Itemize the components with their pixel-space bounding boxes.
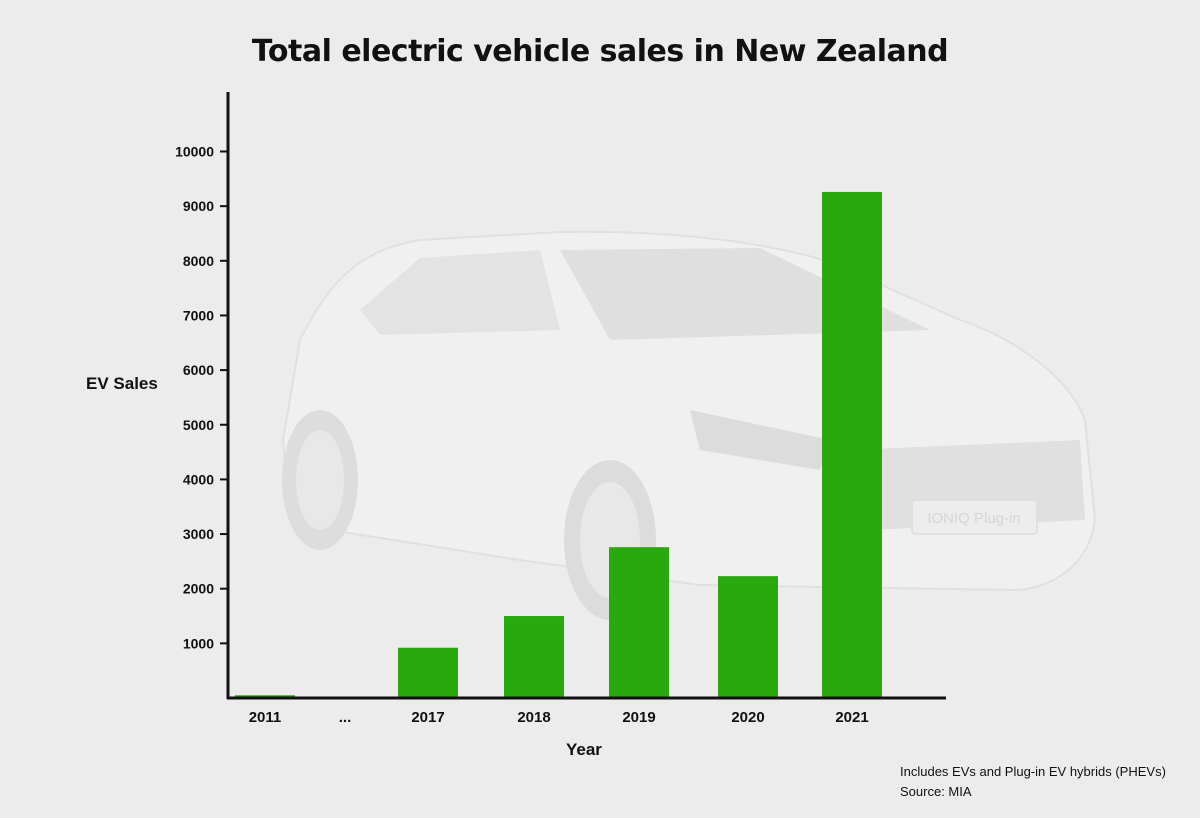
- y-ticks-group: 1000 2000 3000 4000 5000 6000 7000 8000 9000 1000…: [175, 144, 228, 651]
- bar-2019: [609, 547, 669, 698]
- bar-2017: [398, 647, 458, 698]
- car-plate-text: IONIQ Plug-in: [927, 510, 1020, 527]
- y-tick-label: 2000: [183, 581, 214, 597]
- y-tick-label: 7000: [183, 307, 214, 323]
- x-tick-label: ...: [339, 709, 352, 726]
- y-tick-label: 9000: [183, 198, 214, 214]
- x-axis-label: Year: [566, 740, 602, 759]
- chart-title: Total electric vehicle sales in New Zeal…: [251, 34, 949, 69]
- x-tick-label: 2018: [517, 709, 550, 726]
- y-tick-label: 1000: [183, 635, 214, 651]
- source-note: Source: MIA: [900, 784, 972, 799]
- footnote: Includes EVs and Plug-in EV hybrids (PHE…: [900, 764, 1166, 779]
- x-tick-label: 2017: [411, 709, 444, 726]
- x-tick-label: 2021: [835, 709, 868, 726]
- y-axis-label: EV Sales: [86, 374, 158, 393]
- bar-2020: [718, 576, 778, 698]
- x-tick-label: 2011: [249, 709, 282, 726]
- y-tick-label: 10000: [175, 144, 214, 160]
- y-tick-label: 4000: [183, 471, 214, 487]
- x-ticks-group: 2011... 2017 2018 2019 2020 2021: [249, 709, 869, 726]
- y-tick-label: 5000: [183, 417, 214, 433]
- x-tick-label: 2019: [622, 709, 655, 726]
- y-tick-label: 8000: [183, 253, 214, 269]
- bar-2021: [822, 191, 882, 699]
- bar-2018: [504, 616, 564, 698]
- y-tick-label: 6000: [183, 362, 214, 378]
- y-tick-label: 3000: [183, 526, 214, 542]
- x-tick-label: 2020: [731, 709, 764, 726]
- car-illustration: IONIQ Plug-in: [281, 230, 1097, 620]
